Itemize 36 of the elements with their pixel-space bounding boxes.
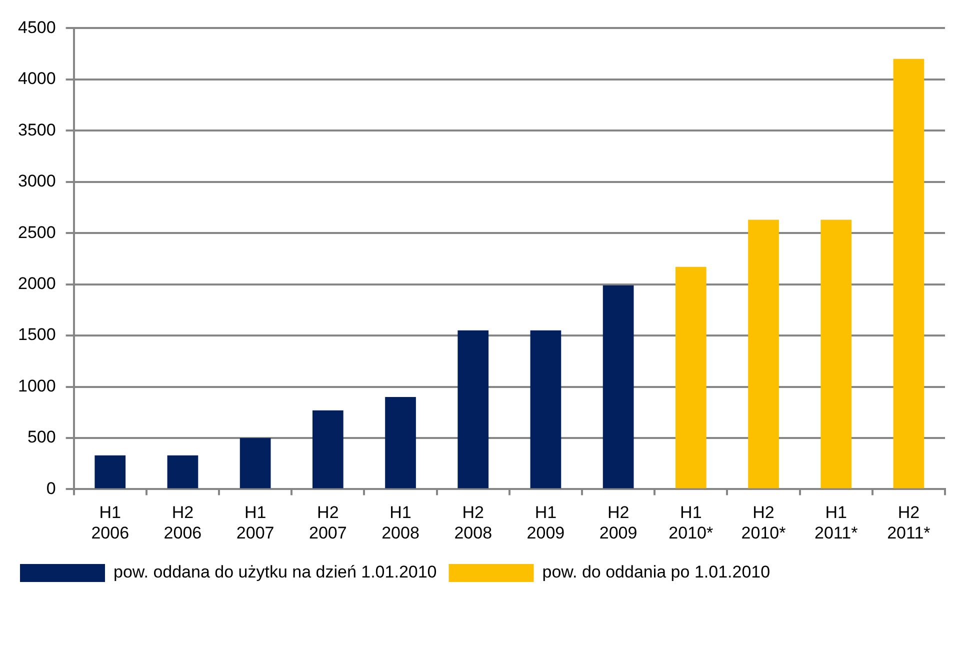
x-tick-label: H2 2007 [309, 503, 347, 542]
legend-label: pow. oddana do użytku na dzień 1.01.2010 [114, 562, 437, 582]
bar [602, 285, 634, 488]
x-tick-label: H1 2008 [382, 503, 420, 542]
y-tick-label: 1500 [18, 325, 56, 344]
y-tick-label: 3500 [18, 120, 56, 140]
bar [240, 438, 271, 488]
bar [385, 397, 416, 488]
bar [167, 455, 198, 488]
y-tick-label: 4500 [18, 18, 56, 37]
x-tick-label: H1 2006 [91, 503, 130, 542]
bar [675, 266, 706, 488]
y-tick-label: 1000 [18, 376, 56, 396]
x-tick-label: H1 2007 [236, 503, 274, 542]
bar [820, 220, 852, 488]
y-tick-label: 0 [46, 478, 56, 498]
x-tick-label: H1 2010* [668, 503, 714, 542]
y-tick-label: 3000 [18, 172, 56, 191]
y-tick-label: 500 [27, 428, 56, 447]
x-tick-label: H1 2011* [814, 503, 858, 542]
legend-label: pow. do oddania po 1.01.2010 [542, 562, 770, 582]
bar [893, 58, 924, 488]
x-tick-label: H2 2006 [164, 503, 202, 542]
x-tick-label: H2 2008 [454, 503, 492, 542]
bar [94, 455, 126, 488]
bar [530, 330, 562, 488]
x-tick-label: H2 2010* [741, 503, 786, 542]
bar [458, 330, 489, 488]
x-tick-label: H2 2009 [599, 503, 638, 542]
x-tick-label: H1 2009 [526, 503, 565, 542]
x-tick-label: H2 2011* [887, 503, 931, 542]
y-tick-label: 2000 [18, 274, 56, 293]
bar [312, 410, 344, 488]
bar [748, 220, 779, 488]
y-tick-label: 2500 [18, 222, 56, 242]
y-tick-label: 4000 [18, 69, 56, 88]
